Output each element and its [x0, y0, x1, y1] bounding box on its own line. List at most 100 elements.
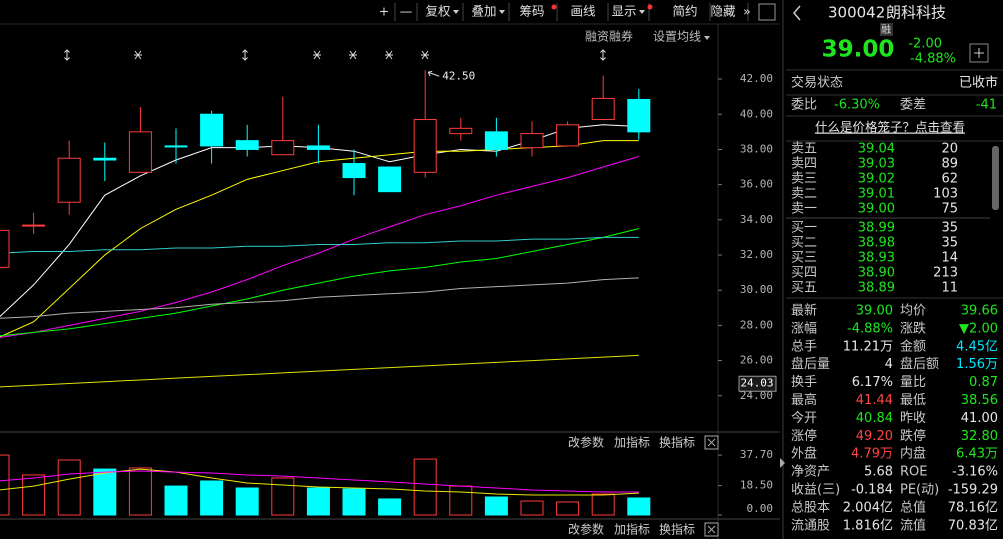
candle-body: [22, 224, 46, 227]
diff: -41: [976, 98, 997, 113]
stat-value: -3.16%: [952, 465, 998, 480]
stat-label: 内盘: [900, 446, 926, 462]
indicator-control[interactable]: 加指标: [614, 522, 650, 537]
candle-body: [413, 119, 437, 173]
stat-value: 5.68: [864, 465, 893, 480]
toolbar-button[interactable]: 显示: [611, 4, 636, 19]
stat-label: 盘后额: [900, 356, 939, 372]
status: 已收市: [959, 75, 998, 91]
event-marker[interactable]: [313, 50, 321, 60]
book-volume: 62: [941, 172, 958, 187]
toolbar-button[interactable]: —: [400, 4, 413, 19]
add-icon: [974, 48, 984, 58]
ratio-label: 委比: [791, 98, 817, 113]
y-tick-label: 26.00: [740, 354, 773, 367]
toolbar-button[interactable]: 叠加: [471, 4, 496, 19]
fullscreen-button[interactable]: [758, 3, 776, 21]
candle-body: [0, 229, 10, 268]
volume-bar: [342, 488, 366, 516]
indicator-control[interactable]: 改参数: [568, 435, 604, 450]
stat-label: 涨幅: [791, 321, 817, 336]
dropdown-arrow: [639, 10, 645, 14]
stat-label: 涨跌: [900, 320, 926, 336]
event-marker[interactable]: [421, 50, 429, 60]
toolbar-button[interactable]: 简约: [672, 4, 697, 19]
price-change-pct: -4.88%: [910, 52, 956, 67]
stat-value: 39.66: [961, 304, 998, 319]
stat-value: 70.83亿: [948, 518, 998, 533]
close-indicator[interactable]: [704, 435, 719, 450]
event-marker[interactable]: [242, 49, 248, 61]
dropdown-arrow: [704, 36, 710, 40]
back-icon[interactable]: [793, 5, 801, 21]
stat-value: 2.004亿: [843, 500, 893, 515]
book-price: 39.03: [858, 157, 895, 172]
book-level: 卖一: [791, 202, 817, 217]
toolbar-button[interactable]: 筹码: [519, 4, 544, 19]
stat-value: 40.84: [856, 411, 893, 426]
collapse-arrow[interactable]: [780, 458, 785, 468]
notice-dot: [551, 4, 557, 10]
stat-label: 最低: [900, 393, 926, 408]
stat-label: 收益(三): [791, 483, 840, 498]
event-marker[interactable]: [134, 50, 142, 60]
book-level: 买四: [791, 266, 817, 281]
event-marker[interactable]: [64, 49, 70, 61]
book-volume: 20: [941, 142, 958, 157]
annotation: 42.50: [442, 69, 475, 82]
moving-average: [0, 124, 639, 318]
stat-value: 41.44: [856, 393, 893, 408]
stat-label: 涨停: [791, 428, 817, 444]
moving-average: [0, 236, 639, 254]
volume-bar: [128, 467, 152, 516]
book-level: 卖三: [791, 172, 817, 187]
volume-bar: [556, 501, 580, 516]
diff-label: 委差: [900, 98, 926, 113]
stat-value: 49.20: [856, 429, 893, 444]
cursor-price-box: [738, 375, 777, 392]
candle-body: [342, 163, 366, 179]
book-volume: 14: [941, 251, 958, 266]
price-cage-link[interactable]: 什么是价格笼子？点击查看: [815, 120, 965, 135]
add-button[interactable]: [969, 43, 989, 63]
toolbar-button[interactable]: 画线: [570, 4, 596, 19]
book-price: 39.00: [858, 202, 895, 217]
stat-value: -159.29: [948, 483, 998, 498]
volume-bar: [271, 477, 295, 516]
book-level: 买一: [791, 221, 817, 236]
event-marker[interactable]: [600, 49, 606, 61]
event-marker[interactable]: [349, 50, 357, 60]
indicator-control[interactable]: 换指标: [659, 522, 695, 537]
indicator-control[interactable]: 改参数: [568, 522, 604, 537]
toolbar-button[interactable]: +: [379, 4, 389, 19]
badge-bg: [880, 23, 893, 36]
close-indicator[interactable]: [704, 522, 719, 537]
stat-label: 均价: [900, 304, 926, 319]
close-icon: [707, 525, 716, 534]
y-tick-label: 32.00: [740, 248, 773, 261]
indicator-control[interactable]: 加指标: [614, 435, 650, 450]
stat-value: 6.43万: [956, 447, 998, 462]
margin-badge: 融: [881, 24, 891, 36]
toolbar-button[interactable]: »: [743, 4, 751, 19]
stat-label: 总手: [791, 339, 817, 354]
toolbar-button[interactable]: 复权: [425, 4, 451, 19]
toolbar-button[interactable]: 隐藏: [710, 4, 736, 19]
indicator-control[interactable]: 换指标: [659, 435, 695, 450]
book-volume: 35: [941, 236, 958, 251]
stat-label: 昨收: [900, 411, 926, 426]
event-marker[interactable]: [385, 50, 393, 60]
book-price: 38.98: [858, 236, 895, 251]
chart-link[interactable]: 设置均线: [653, 30, 701, 44]
y-tick-label: 30.00: [740, 283, 773, 296]
chart-link[interactable]: 融资融券: [585, 29, 633, 44]
book-volume: 103: [933, 187, 958, 202]
volume-bar: [200, 480, 224, 516]
y-tick-label: 18.50: [740, 479, 773, 492]
book-volume: 35: [941, 221, 958, 236]
candle-body: [128, 131, 152, 173]
candle-body: [378, 166, 402, 193]
scrollbar[interactable]: [992, 146, 999, 210]
volume-bar: [627, 497, 651, 516]
candle-body: [306, 145, 330, 150]
